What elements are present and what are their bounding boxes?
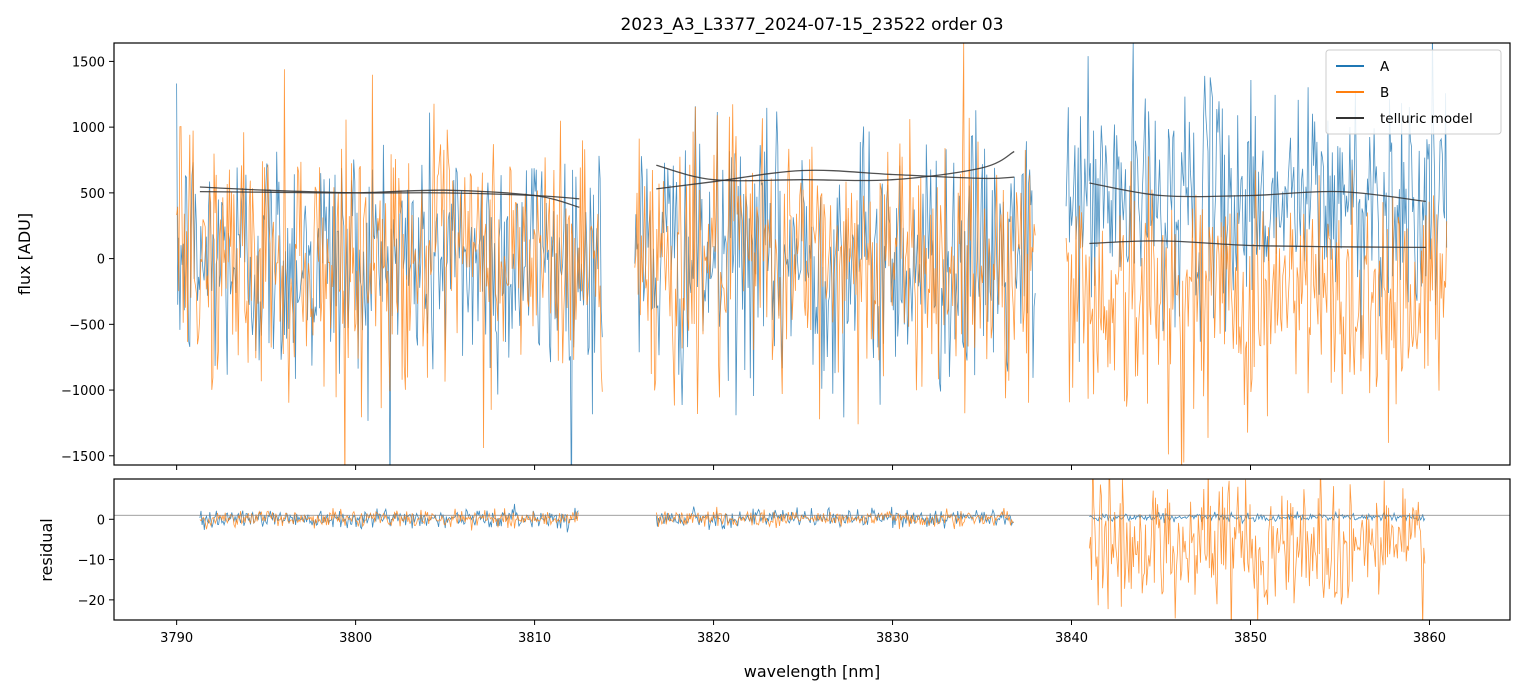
- flux-panel-frame: [113, 42, 1511, 466]
- flux-plot-area: [176, 43, 1448, 465]
- series-a-segment-1: [176, 83, 603, 465]
- flux-y-tick-label-4: −500: [69, 318, 105, 333]
- residual-y-axis-label: residual: [37, 518, 56, 581]
- residual-plot-area: [114, 479, 1510, 620]
- x-tick-label-1: 3800: [339, 631, 372, 646]
- telluric-model-curve-2: [199, 189, 580, 208]
- flux-y-tick-label-3: 0: [97, 253, 105, 268]
- residual-y-tick-label-1: −10: [78, 554, 105, 569]
- flux-y-tick-label-5: −1000: [61, 384, 105, 399]
- series-b-segment-2: [655, 506, 1014, 530]
- legend-label-a: A: [1380, 59, 1390, 75]
- x-tick-label-4: 3830: [876, 631, 909, 646]
- series-b-segment-1: [199, 508, 579, 531]
- telluric-model-curve-4: [656, 169, 1015, 190]
- telluric-model-curve-3: [656, 150, 1015, 182]
- x-tick-label-7: 3860: [1413, 631, 1446, 646]
- series-b-segment-2: [634, 43, 1036, 425]
- legend-label-b: B: [1380, 85, 1389, 101]
- telluric-model-curve-6: [1089, 240, 1426, 249]
- x-tick-label-0: 3790: [160, 631, 193, 646]
- residual-axis-ticks: 0 −10 −20 3790 3800 3810 3820 3830 3840 3850 3860: [78, 513, 1446, 646]
- flux-panel: 1500 1000 500 0 −500 −1000 −1500 flux [ADU] A …: [15, 42, 1511, 470]
- series-b-segment-1: [176, 69, 603, 465]
- telluric-model-curve-5: [1089, 182, 1426, 203]
- chart-title: 2023_A3_L3377_2024-07-15_23522 order 03: [620, 15, 1003, 35]
- x-axis-label: wavelength [nm]: [744, 662, 881, 681]
- flux-y-axis-label: flux [ADU]: [15, 213, 34, 295]
- legend-frame: [1325, 49, 1502, 135]
- x-tick-label-5: 3840: [1055, 631, 1088, 646]
- flux-y-tick-label-2: 500: [80, 187, 105, 202]
- x-tick-label-2: 3810: [518, 631, 551, 646]
- flux-y-tick-label-0: 1500: [72, 55, 105, 70]
- flux-y-tick-label-6: −1500: [61, 450, 105, 465]
- telluric-model-curve-1: [199, 186, 580, 200]
- residual-y-tick-label-2: −20: [78, 594, 105, 609]
- residual-y-tick-label-0: 0: [97, 513, 105, 528]
- residual-panel-frame: [113, 478, 1511, 621]
- series-b-segment-3: [1065, 156, 1448, 465]
- legend-label-telluric-model: telluric model: [1380, 111, 1473, 127]
- series-a-segment-1: [199, 503, 579, 533]
- x-tick-label-6: 3850: [1234, 631, 1267, 646]
- flux-axis-ticks: 1500 1000 500 0 −500 −1000 −1500: [61, 55, 1430, 470]
- series-b-segment-3: [1089, 479, 1426, 620]
- legend: A B telluric model: [1325, 49, 1502, 135]
- flux-y-tick-label-1: 1000: [72, 121, 105, 136]
- x-tick-label-3: 3820: [697, 631, 730, 646]
